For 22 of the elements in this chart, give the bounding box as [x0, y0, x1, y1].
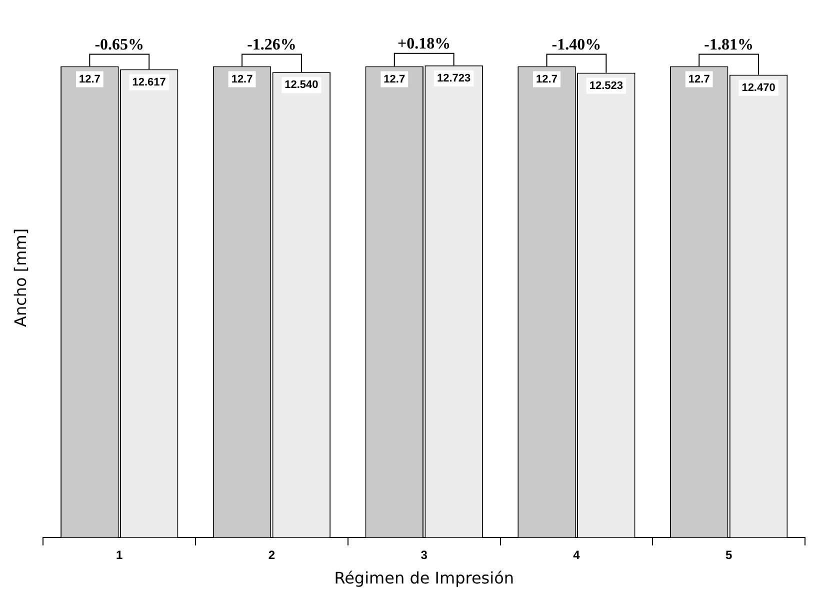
data-label: 12.617 — [132, 76, 166, 88]
text: +0.18% — [398, 36, 451, 53]
data-label: 12.540 — [284, 79, 318, 92]
x-tick-label: 1 — [116, 548, 124, 562]
data-label: 12.523 — [589, 80, 623, 92]
x-tick-label: 3 — [420, 548, 428, 562]
text: -1.26% — [247, 36, 296, 54]
data-label: 12.723 — [436, 72, 471, 84]
data-label: 12.7 — [536, 73, 558, 86]
data-label: 12.7 — [384, 73, 406, 86]
data-label: 12.7 — [231, 73, 253, 86]
data-label: 12.7 — [688, 73, 710, 86]
data-label: 12.7 — [78, 73, 100, 86]
text: -0.65% — [94, 36, 144, 54]
y-axis-title: Ancho [mm] — [10, 228, 30, 327]
x-tick-label: 4 — [573, 548, 580, 562]
x-axis-title: Régimen de Impresión — [334, 568, 514, 588]
text: -1.81% — [704, 36, 754, 54]
x-tick-label: 5 — [725, 548, 732, 562]
data-label: 12.470 — [742, 82, 776, 94]
x-tick-label: 2 — [268, 548, 276, 562]
text: -1.40% — [552, 36, 602, 54]
